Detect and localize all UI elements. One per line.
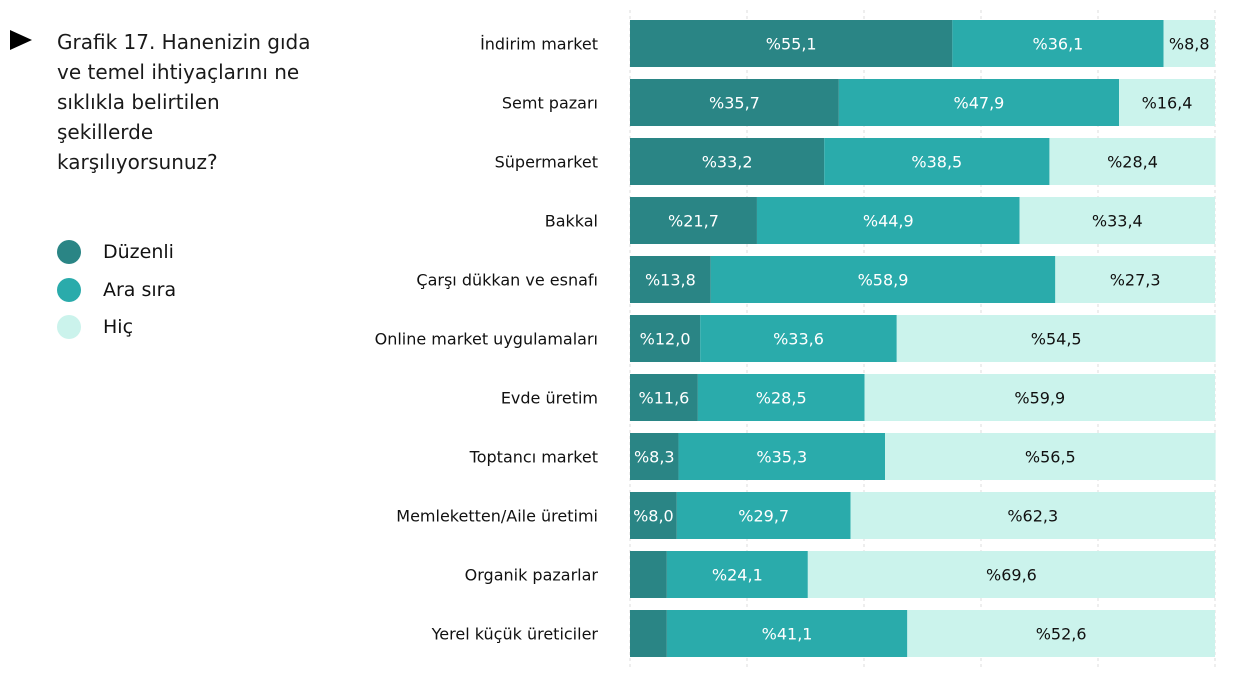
value-label: %38,5	[911, 153, 962, 172]
bar-segment	[630, 79, 839, 126]
category-label: Yerel küçük üreticiler	[431, 625, 599, 644]
legend-item-duzenli: Düzenli	[57, 240, 174, 264]
bar-segment	[630, 20, 953, 67]
bar-segment	[952, 20, 1164, 67]
value-label: %13,8	[645, 271, 696, 290]
bar-segment	[697, 374, 865, 421]
value-label: %8,3	[634, 448, 675, 467]
bar-segment	[1055, 256, 1215, 303]
value-label: %69,6	[986, 566, 1037, 585]
value-label: %12,0	[640, 330, 691, 349]
bar-segment	[710, 256, 1056, 303]
category-label: Toptancı market	[469, 448, 598, 467]
category-label: Süpermarket	[495, 153, 598, 172]
bar-segment	[1049, 138, 1216, 185]
bar-segment	[700, 315, 897, 362]
bar-segment	[676, 492, 851, 539]
legend-label: Düzenli	[103, 241, 174, 263]
value-label: %41,1	[762, 625, 813, 644]
bar-segment	[678, 433, 886, 480]
value-label: %8,8	[1169, 35, 1210, 54]
value-label: %16,4	[1142, 94, 1193, 113]
bar-segment	[1163, 20, 1215, 67]
category-label: İndirim market	[480, 35, 598, 54]
value-label: %58,9	[858, 271, 909, 290]
legend-swatch	[57, 240, 81, 264]
legend-item-ara-sira: Ara sıra	[57, 278, 176, 302]
chart-title: Grafik 17. Hanenizin gıda ve temel ihtiy…	[57, 30, 311, 174]
bar-segment	[807, 551, 1215, 598]
bar-segment	[666, 610, 908, 657]
legend-label: Hiç	[103, 316, 134, 338]
bar-segment	[630, 374, 698, 421]
legend-swatch	[57, 278, 81, 302]
value-label: %33,2	[702, 153, 753, 172]
legend-swatch	[57, 315, 81, 339]
bar-segment	[896, 315, 1216, 362]
bar-segment	[756, 197, 1020, 244]
value-label: %11,6	[639, 389, 690, 408]
bar-segment	[838, 79, 1120, 126]
value-label: %56,5	[1025, 448, 1076, 467]
bar-segment	[824, 138, 1050, 185]
value-label: %33,4	[1092, 212, 1143, 231]
category-label: Çarşı dükkan ve esnafı	[416, 271, 598, 290]
value-label: %33,6	[773, 330, 824, 349]
bar-segment	[850, 492, 1215, 539]
bar-segment	[1019, 197, 1215, 244]
bar-segment	[666, 551, 808, 598]
value-label: %55,1	[766, 35, 817, 54]
value-label: %35,7	[709, 94, 760, 113]
bar-segment	[630, 256, 711, 303]
category-label: Online market uygulamaları	[375, 330, 598, 349]
value-label: %21,7	[668, 212, 719, 231]
bar-segment	[630, 610, 667, 657]
bar-segment	[630, 551, 667, 598]
value-label: %52,6	[1036, 625, 1087, 644]
value-label: %29,7	[738, 507, 789, 526]
bar-segment	[630, 433, 679, 480]
value-label: %8,0	[633, 507, 674, 526]
category-label: Evde üretim	[501, 389, 598, 408]
bar-segment	[885, 433, 1216, 480]
value-label: %54,5	[1031, 330, 1082, 349]
bar-segment	[630, 138, 825, 185]
value-label: %27,3	[1110, 271, 1161, 290]
value-label: %28,4	[1107, 153, 1158, 172]
value-label: %62,3	[1007, 507, 1058, 526]
category-label: Organik pazarlar	[465, 566, 599, 585]
category-label: Bakkal	[545, 212, 598, 231]
value-label: %44,9	[863, 212, 914, 231]
bar-segment	[630, 197, 757, 244]
category-label: Semt pazarı	[502, 94, 598, 113]
play-arrow-icon	[10, 30, 32, 50]
bar-segment	[630, 315, 701, 362]
bar-segment	[1119, 79, 1215, 126]
category-label: Memleketten/Aile üretimi	[396, 507, 598, 526]
value-label: %47,9	[954, 94, 1005, 113]
bar-segment	[864, 374, 1215, 421]
legend-label: Ara sıra	[103, 279, 177, 301]
legend-item-hic: Hiç	[57, 315, 133, 339]
value-label: %59,9	[1014, 389, 1065, 408]
value-label: %36,1	[1033, 35, 1084, 54]
value-label: %28,5	[756, 389, 807, 408]
value-label: %24,1	[712, 566, 763, 585]
bar-segment	[630, 492, 677, 539]
value-label: %35,3	[756, 448, 807, 467]
bar-segment	[907, 610, 1215, 657]
